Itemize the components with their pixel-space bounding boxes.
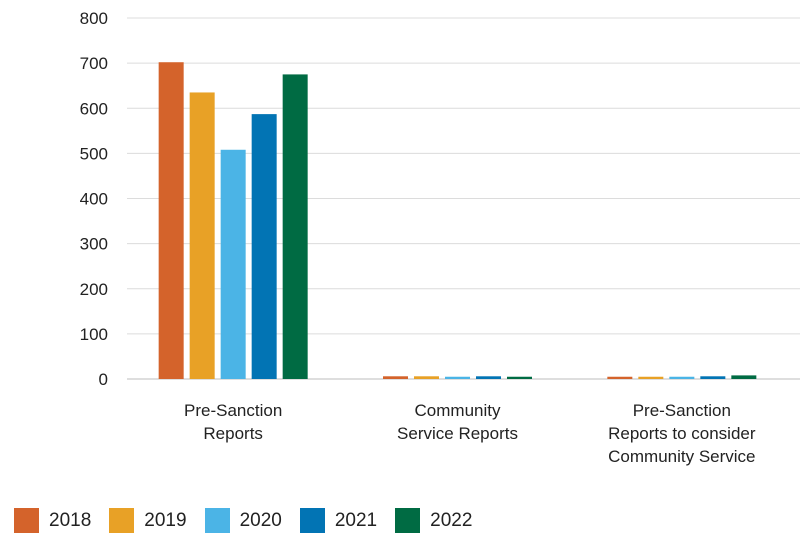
y-tick-label: 800 — [80, 9, 108, 28]
category-label: Service Reports — [397, 424, 518, 443]
bar-chart: 0 100 200 300 400 500 600 700 800 Pre-Sanction Rep… — [80, 9, 800, 466]
y-tick-label: 100 — [80, 325, 108, 344]
legend-item: 2019 — [109, 508, 187, 533]
y-tick-label: 400 — [80, 190, 108, 209]
bar — [282, 74, 308, 379]
bar — [414, 376, 439, 379]
legend-label: 2019 — [144, 509, 187, 531]
y-tick-label: 500 — [80, 144, 108, 163]
legend-label: 2021 — [334, 509, 378, 531]
bar — [638, 376, 664, 379]
y-tick-label: 600 — [80, 99, 108, 118]
bar — [731, 375, 757, 379]
category-label: Pre-Sanction — [184, 401, 282, 420]
legend-swatch — [299, 508, 325, 533]
legend-label: 2022 — [430, 509, 473, 531]
y-tick-label: 700 — [80, 54, 108, 73]
bar — [158, 62, 184, 379]
y-tick-label: 0 — [99, 370, 108, 389]
legend-label: 2018 — [49, 509, 92, 531]
category-label: Reports to consider — [608, 424, 756, 443]
legend-swatch — [109, 508, 135, 533]
legend-item: 2022 — [395, 508, 472, 533]
legend-item: 2018 — [14, 508, 91, 533]
legend-swatch — [14, 508, 39, 533]
bar — [220, 149, 246, 379]
bar — [669, 376, 695, 379]
category-label: Community Service — [608, 447, 755, 466]
bar — [189, 92, 215, 380]
bar — [507, 376, 532, 379]
category-label: Community — [415, 401, 501, 420]
legend-label: 2020 — [239, 509, 282, 531]
bar — [383, 376, 408, 379]
legend-swatch — [204, 508, 230, 533]
legend: 2018 2019 2020 2021 2022 — [14, 508, 490, 533]
category-label: Pre-Sanction — [633, 401, 731, 420]
category-label: Reports — [203, 424, 263, 443]
legend-swatch — [395, 508, 421, 533]
legend-item: 2021 — [299, 508, 378, 533]
bar — [251, 114, 277, 380]
legend-item: 2020 — [204, 508, 282, 533]
bar — [700, 376, 726, 379]
bar — [445, 376, 470, 379]
y-tick-label: 300 — [80, 235, 108, 254]
y-tick-label: 200 — [80, 280, 108, 299]
bar — [476, 376, 501, 379]
bar — [607, 376, 633, 379]
